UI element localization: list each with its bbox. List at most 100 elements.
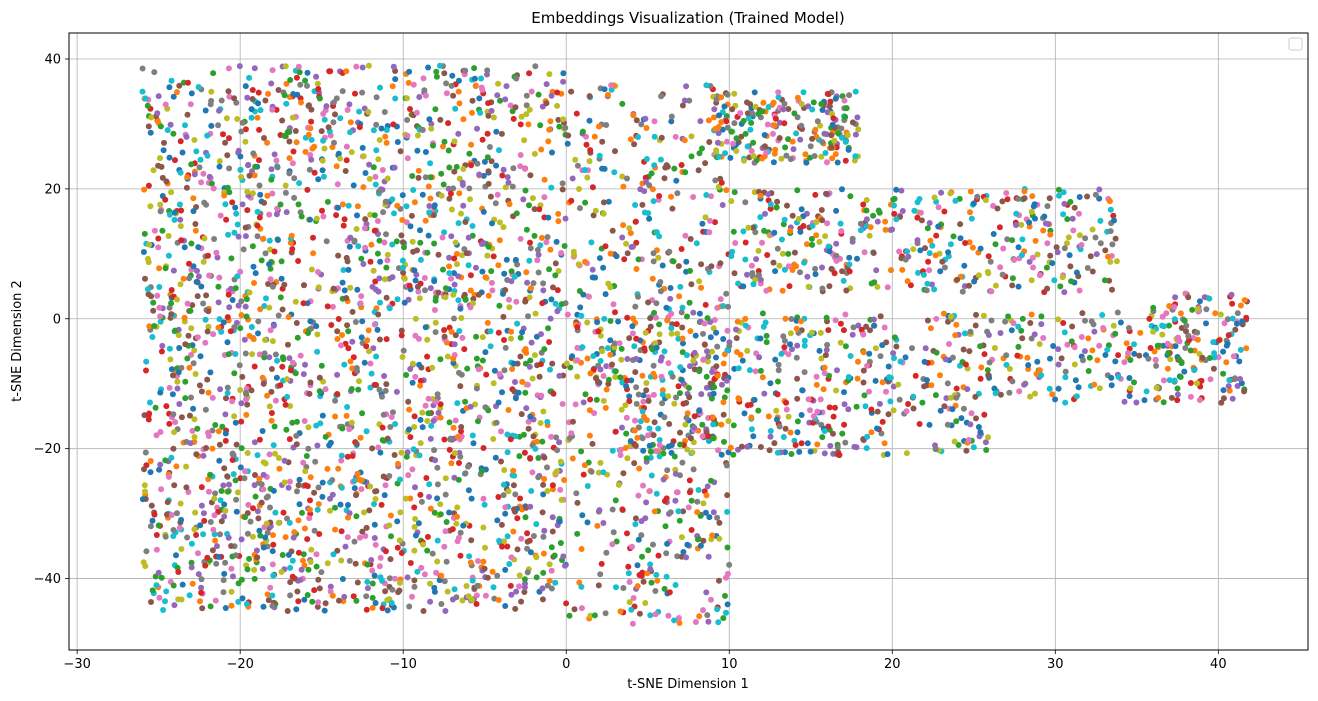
data-point <box>215 553 222 560</box>
data-point <box>1234 383 1241 389</box>
data-point <box>314 506 321 513</box>
data-point <box>166 384 173 391</box>
data-point <box>480 208 487 215</box>
data-point <box>767 380 774 387</box>
data-point <box>462 296 469 302</box>
data-point <box>156 265 163 272</box>
data-point <box>817 396 824 403</box>
data-point <box>985 372 992 379</box>
data-point <box>626 398 633 405</box>
data-point <box>467 272 474 279</box>
data-point <box>910 393 917 400</box>
data-point <box>874 425 880 432</box>
data-point <box>1136 352 1143 359</box>
data-point <box>225 231 232 238</box>
data-point <box>406 603 413 610</box>
data-point <box>718 119 725 126</box>
data-point <box>629 330 636 337</box>
data-point <box>427 598 434 605</box>
data-point <box>1155 394 1162 401</box>
data-point <box>970 444 977 451</box>
data-point <box>142 449 149 456</box>
data-point <box>416 361 423 368</box>
data-point <box>738 443 745 450</box>
data-point <box>706 514 713 521</box>
data-point <box>434 537 441 544</box>
data-point <box>613 253 620 260</box>
data-point <box>204 132 211 139</box>
data-point <box>149 334 156 340</box>
data-point <box>438 192 445 199</box>
data-point <box>584 483 591 489</box>
data-point <box>393 388 400 395</box>
data-point <box>590 366 597 373</box>
data-point <box>1109 286 1115 293</box>
data-point <box>927 237 934 244</box>
data-point <box>873 267 880 274</box>
data-point <box>1082 235 1089 242</box>
data-point <box>541 454 548 461</box>
data-point <box>156 284 163 290</box>
data-point <box>970 200 977 207</box>
data-point <box>173 463 180 470</box>
data-point <box>967 188 974 195</box>
data-point <box>399 192 406 199</box>
data-point <box>578 448 585 455</box>
data-point <box>523 92 530 99</box>
data-point <box>1126 393 1133 399</box>
data-point <box>433 68 440 75</box>
data-point <box>263 520 270 527</box>
data-point <box>748 148 755 154</box>
data-point <box>713 147 720 154</box>
data-point <box>643 455 650 462</box>
data-point <box>450 185 457 192</box>
data-point <box>699 433 706 440</box>
data-point <box>682 421 689 428</box>
data-point <box>925 258 932 265</box>
data-point <box>652 588 659 594</box>
data-point <box>1230 353 1237 360</box>
data-point <box>696 407 703 414</box>
data-point <box>289 114 296 121</box>
data-point <box>886 374 893 381</box>
data-point <box>839 93 846 100</box>
data-point <box>801 337 808 344</box>
data-point <box>642 600 649 606</box>
data-point <box>833 252 840 259</box>
data-point <box>700 330 706 337</box>
data-point <box>733 148 740 154</box>
data-point <box>521 589 528 595</box>
data-point <box>1121 359 1128 366</box>
data-point <box>242 350 249 357</box>
data-point <box>651 162 658 169</box>
data-point <box>725 418 732 425</box>
data-point <box>1220 370 1227 377</box>
data-point <box>820 386 827 393</box>
data-point <box>329 592 336 599</box>
data-point <box>619 506 626 513</box>
data-point <box>1087 253 1094 260</box>
data-point <box>558 301 565 308</box>
data-point <box>750 281 757 288</box>
data-point <box>216 441 223 448</box>
data-point <box>442 294 449 301</box>
data-point <box>482 274 489 281</box>
data-point <box>295 482 302 489</box>
data-point <box>751 396 758 403</box>
data-point <box>524 381 531 388</box>
data-point <box>670 258 677 265</box>
data-point <box>647 612 654 619</box>
data-point <box>1131 350 1138 357</box>
data-point <box>827 442 834 449</box>
data-point <box>496 147 502 154</box>
data-point <box>191 526 198 533</box>
data-point <box>296 69 303 76</box>
data-point <box>409 466 416 473</box>
data-point <box>279 552 286 558</box>
data-point <box>602 291 609 298</box>
data-point <box>643 156 650 162</box>
data-point <box>147 523 154 530</box>
data-point <box>177 500 184 507</box>
data-point <box>446 270 453 277</box>
data-point <box>202 316 209 323</box>
